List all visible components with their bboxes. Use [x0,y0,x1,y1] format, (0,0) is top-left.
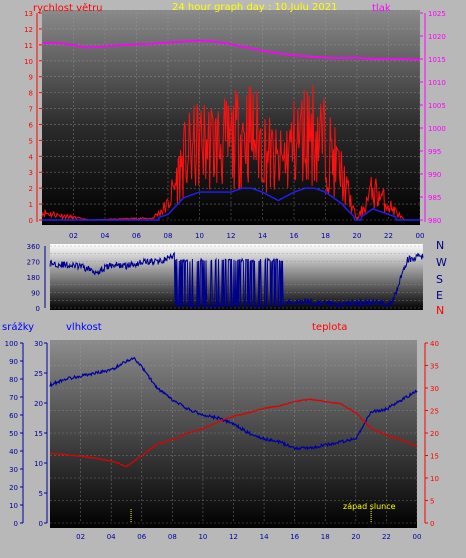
temp-x-tick-label: 18 [321,533,330,541]
temp-x-tick-label: 04 [107,533,116,541]
wind-y-tick-label: 4 [29,153,34,161]
rain-y-tick-label: 0 [14,520,18,528]
humidity-y-tick-label: 0 [39,520,43,528]
temperature-axis-title: teplota [312,322,347,333]
wind-direction-series [49,251,424,309]
humidity-y-tick-label: 5 [39,490,43,498]
temperature-y-tick-label: 25 [430,408,439,416]
pressure-y-tick-label: 985 [428,194,441,202]
temp-x-tick-label: 22 [382,533,391,541]
temperature-y-tick-label: 30 [430,385,439,393]
temp-x-tick-label: 08 [168,533,177,541]
compass-e: E [436,289,443,302]
humidity-y-tick-label: 10 [34,460,43,468]
rain-y-tick-label: 80 [9,376,18,384]
rain-axis-title: srážky [2,321,34,333]
wind-y-tick-label: 1 [29,201,33,209]
compass-n-bottom: N [436,304,444,317]
wind-x-tick-label: 14 [258,232,267,240]
wind-x-tick-label: 22 [384,232,393,240]
rain-y-tick-label: 40 [9,448,18,456]
pressure-series [42,39,421,61]
wind-y-tick-label: 9 [29,74,33,82]
rain-y-tick-label: 70 [9,394,18,402]
direction-y-tick-label: 360 [27,243,40,251]
humidity-y-tick-label: 20 [34,400,43,408]
direction-y-tick-label: 270 [27,259,40,267]
wind-y-tick-label: 12 [24,26,33,34]
wind-y-tick-label: 6 [29,121,34,129]
temp-x-tick-label: 20 [351,533,360,541]
wind-axis-title: rychlost větru [33,2,103,14]
wind-x-tick-label: 10 [195,232,204,240]
temperature-y-tick-label: 0 [430,520,434,528]
rain-y-tick-label: 100 [5,340,18,348]
temp-x-tick-label: 12 [229,533,238,541]
humidity-series [49,356,418,451]
compass-n-top: N [436,239,444,252]
temperature-y-tick-label: 15 [430,453,439,461]
rain-y-tick-label: 10 [9,502,18,510]
wind-y-tick-label: 5 [29,137,33,145]
temperature-y-tick-label: 40 [430,340,439,348]
pressure-axis-title: tlak [372,3,391,14]
direction-y-tick-label: 0 [36,305,40,313]
rain-y-tick-label: 90 [9,358,18,366]
temperature-series [50,398,418,468]
pressure-y-tick-label: 1015 [428,56,446,64]
rain-y-tick-label: 60 [9,412,18,420]
pressure-y-tick-label: 995 [428,148,441,156]
humidity-y-tick-label: 15 [34,430,43,438]
wind-y-tick-label: 10 [24,58,33,66]
pressure-y-tick-label: 980 [428,217,441,225]
pressure-y-tick-label: 1025 [428,10,446,18]
temperature-y-tick-label: 10 [430,475,439,483]
pressure-y-tick-label: 1020 [428,33,446,41]
temp-x-tick-label: 10 [198,533,207,541]
wind-x-tick-label: 00 [416,232,425,240]
direction-y-tick-label: 90 [31,290,40,298]
graph-title: 24 hour graph day : 10.Julu 2021 [172,2,338,13]
humidity-y-tick-label: 25 [34,370,43,378]
temperature-y-tick-label: 5 [430,498,434,506]
temperature-y-tick-label: 20 [430,430,439,438]
wind-y-tick-label: 11 [24,42,33,50]
wind-x-tick-label: 20 [353,232,362,240]
pressure-y-tick-label: 1010 [428,79,446,87]
wind-y-tick-label: 8 [29,90,33,98]
wind-y-tick-label: 7 [29,106,33,114]
humidity-axis-title: vlhkost [66,322,102,333]
compass-w: W [436,256,447,269]
wind-x-tick-label: 12 [227,232,236,240]
sunset-label: západ slunce [343,502,396,511]
temp-x-tick-label: 06 [137,533,146,541]
compass-s: S [436,273,443,286]
wind-x-tick-label: 02 [69,232,78,240]
humidity-y-tick-label: 30 [34,340,43,348]
wind-y-tick-label: 13 [24,10,33,18]
wind-x-tick-label: 08 [164,232,173,240]
temperature-y-tick-label: 35 [430,363,439,371]
rain-y-tick-label: 20 [9,484,18,492]
wind-x-tick-label: 04 [101,232,110,240]
temp-x-tick-label: 14 [260,533,269,541]
temp-x-tick-label: 16 [290,533,299,541]
pressure-y-tick-label: 1000 [428,125,446,133]
wind-x-tick-label: 16 [290,232,299,240]
temp-x-tick-label: 00 [413,533,422,541]
wind-x-tick-label: 18 [321,232,330,240]
direction-y-tick-label: 180 [27,274,40,282]
wind-average-series [42,187,420,221]
pressure-y-tick-label: 990 [428,171,441,179]
wind-y-tick-label: 0 [29,217,33,225]
wind-x-tick-label: 06 [132,232,141,240]
rain-y-tick-label: 30 [9,466,18,474]
wind-y-tick-label: 3 [29,169,33,177]
temp-x-tick-label: 02 [76,533,85,541]
rain-y-tick-label: 50 [9,430,18,438]
wind-y-tick-label: 2 [29,185,33,193]
pressure-y-tick-label: 1005 [428,102,446,110]
